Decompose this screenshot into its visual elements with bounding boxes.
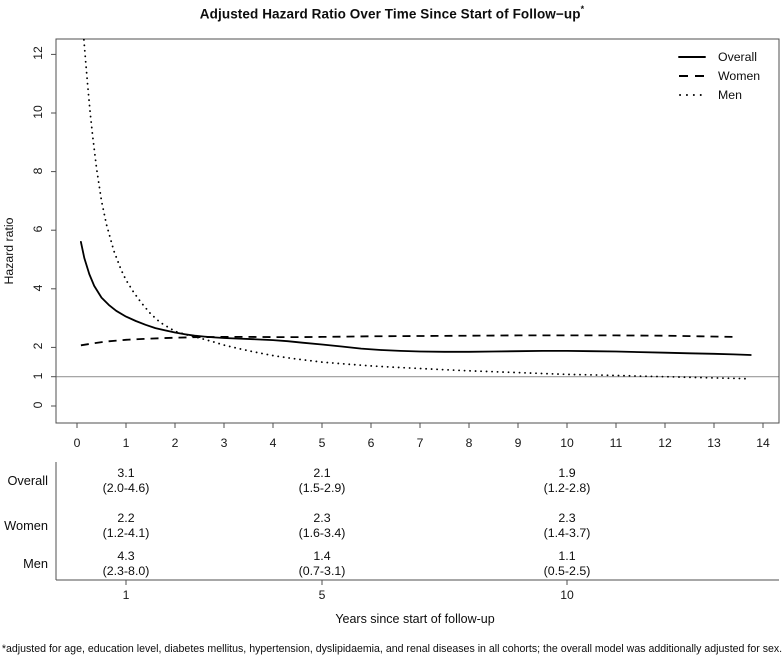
y-tick-label: 12 bbox=[31, 46, 45, 61]
table-cell: 1.4 (0.7-3.1) bbox=[262, 549, 382, 579]
table-row-label-overall: Overall bbox=[7, 473, 48, 488]
footnote: *adjusted for age, education level, diab… bbox=[1, 643, 783, 655]
legend: Overall Women Men bbox=[678, 47, 760, 105]
confidence-interval: (2.0-4.6) bbox=[102, 481, 150, 495]
y-tick-label: 0 bbox=[31, 401, 45, 409]
title-asterisk: * bbox=[580, 4, 585, 14]
confidence-interval: (1.5-2.9) bbox=[298, 481, 346, 495]
x-tick-label: 8 bbox=[465, 436, 473, 450]
table-row-label-women: Women bbox=[4, 518, 48, 533]
table-cell: 2.1 (1.5-2.9) bbox=[262, 466, 382, 496]
table-cell: 3.1 (2.0-4.6) bbox=[66, 466, 186, 496]
legend-item-men: Men bbox=[678, 86, 760, 105]
table-row-label-men: Men bbox=[23, 555, 48, 571]
table-cell: 2.2 (1.2-4.1) bbox=[66, 511, 186, 541]
x-tick-label: 1 bbox=[122, 436, 130, 450]
x-tick-label: 0 bbox=[73, 436, 81, 450]
confidence-interval: (1.2-4.1) bbox=[102, 526, 150, 540]
y-tick-label: 1 bbox=[31, 372, 45, 380]
y-tick-label: 2 bbox=[31, 343, 45, 350]
legend-dotted-line-sample bbox=[679, 94, 703, 97]
x-tick-label: 7 bbox=[416, 436, 424, 450]
legend-solid-line-sample bbox=[678, 55, 706, 58]
confidence-interval: (0.5-2.5) bbox=[543, 563, 591, 578]
hazard-ratio-value: 4.3 bbox=[117, 548, 135, 563]
hazard-ratio-value: 2.3 bbox=[313, 511, 331, 525]
hazard-ratio-value: 1.9 bbox=[558, 466, 576, 480]
curve-men bbox=[83, 38, 750, 380]
chart-title-text: Adjusted Hazard Ratio Over Time Since St… bbox=[199, 6, 581, 22]
table-tick-label: 1 bbox=[122, 588, 130, 602]
y-tick-label: 6 bbox=[31, 225, 45, 233]
legend-label: Women bbox=[718, 69, 761, 84]
table-cell: 1.9 (1.2-2.8) bbox=[507, 466, 627, 496]
x-tick-label: 12 bbox=[658, 436, 672, 450]
table-cell: 2.3 (1.4-3.7) bbox=[507, 511, 627, 541]
hazard-ratio-value: 1.1 bbox=[558, 548, 576, 563]
legend-label: Overall bbox=[718, 49, 757, 64]
x-tick-label: 13 bbox=[707, 436, 721, 450]
y-tick-label: 4 bbox=[31, 284, 45, 292]
y-tick-label: 8 bbox=[31, 167, 45, 174]
y-tick-label: 10 bbox=[31, 105, 45, 119]
curve-women bbox=[80, 334, 734, 347]
legend-item-women: Women bbox=[678, 66, 760, 85]
x-tick-label: 9 bbox=[514, 436, 522, 450]
x-axis-label: Years since start of follow-up bbox=[335, 612, 495, 626]
legend-label: Men bbox=[718, 88, 742, 103]
legend-dashed-line-sample bbox=[679, 75, 705, 78]
x-tick-label: 6 bbox=[367, 436, 375, 450]
confidence-interval: (0.7-3.1) bbox=[298, 563, 346, 578]
x-tick-label: 11 bbox=[609, 436, 623, 450]
hazard-ratio-value: 2.1 bbox=[313, 466, 331, 480]
legend-item-overall: Overall bbox=[678, 47, 760, 66]
x-tick-label: 5 bbox=[318, 436, 326, 450]
confidence-interval: (1.2-2.8) bbox=[543, 481, 591, 495]
x-tick-label: 3 bbox=[220, 436, 228, 450]
confidence-interval: (1.6-3.4) bbox=[298, 526, 346, 540]
hazard-ratio-value: 1.4 bbox=[313, 548, 331, 563]
x-tick-label: 10 bbox=[560, 436, 574, 450]
confidence-interval: (1.4-3.7) bbox=[543, 526, 591, 540]
hazard-ratio-value: 2.2 bbox=[117, 511, 135, 525]
confidence-interval: (2.3-8.0) bbox=[102, 563, 150, 578]
plot-frame bbox=[55, 38, 780, 424]
table-cell: 4.3 (2.3-8.0) bbox=[66, 549, 186, 579]
table-cell: 1.1 (0.5-2.5) bbox=[507, 549, 627, 579]
curve-overall bbox=[80, 241, 752, 356]
hazard-ratio-value: 2.3 bbox=[558, 511, 576, 525]
x-tick-label: 4 bbox=[269, 436, 277, 450]
hazard-ratio-value: 3.1 bbox=[117, 466, 135, 480]
x-tick-label: 14 bbox=[756, 436, 770, 450]
y-axis-label: Hazard ratio bbox=[2, 217, 16, 285]
x-tick-label: 2 bbox=[171, 436, 179, 450]
table-tick-label: 10 bbox=[560, 588, 574, 602]
table-tick-label: 5 bbox=[318, 588, 326, 602]
chart-title: Adjusted Hazard Ratio Over Time Since St… bbox=[0, 4, 784, 22]
table-cell: 2.3 (1.6-3.4) bbox=[262, 511, 382, 541]
